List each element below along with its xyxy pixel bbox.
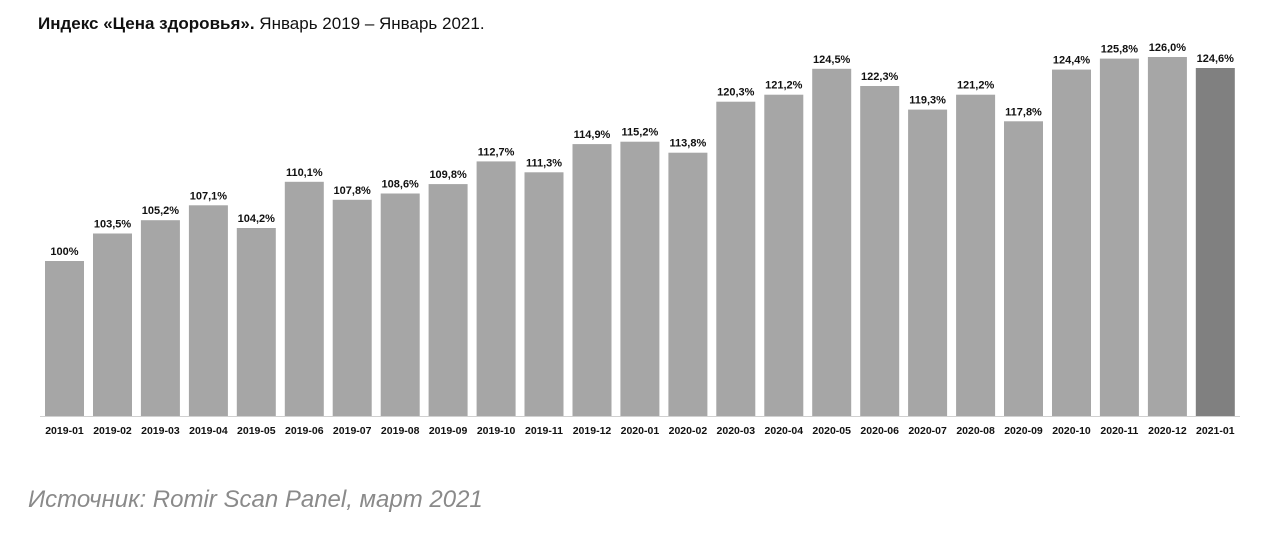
bar-2020-06 — [860, 86, 900, 416]
x-tick-label-2021-01: 2021-01 — [1196, 425, 1235, 437]
bar-2020-10 — [1052, 69, 1091, 416]
bar-2019-07 — [332, 199, 372, 416]
x-tick-label-2019-01: 2019-01 — [45, 425, 84, 437]
x-tick-label-2020-07: 2020-07 — [908, 425, 947, 437]
x-tick-label-2019-12: 2019-12 — [573, 425, 612, 437]
value-label-2019-07: 107,8% — [334, 185, 372, 197]
value-label-2020-11: 125,8% — [1101, 44, 1139, 56]
value-label-2020-01: 115,2% — [622, 127, 659, 139]
x-tick-label-2020-09: 2020-09 — [1004, 425, 1043, 437]
x-tick-label-2020-10: 2020-10 — [1052, 425, 1091, 437]
bar-2020-04 — [764, 94, 804, 416]
value-label-2019-04: 107,1% — [190, 190, 228, 202]
bar-2019-11 — [524, 172, 564, 416]
x-tick-label-2019-08: 2019-08 — [381, 425, 420, 437]
value-label-2020-07: 119,3% — [909, 95, 946, 107]
value-label-2019-11: 111,3% — [526, 157, 562, 169]
x-tick-label-2020-06: 2020-06 — [860, 425, 899, 437]
x-tick-label-2019-02: 2019-02 — [93, 425, 132, 437]
bar-2019-08 — [380, 193, 420, 416]
value-label-2020-09: 117,8% — [1005, 106, 1042, 118]
value-label-2019-05: 104,2% — [238, 213, 276, 225]
x-tick-label-2020-11: 2020-11 — [1100, 425, 1138, 437]
bar-2020-12 — [1147, 57, 1187, 416]
bar-2020-02 — [668, 152, 708, 416]
bar-2020-05 — [812, 68, 852, 417]
bar-2020-11 — [1099, 58, 1139, 416]
chart-title-rest: Январь 2019 – Январь 2021. — [254, 14, 485, 33]
bars-group — [45, 57, 1235, 417]
bar-2019-12 — [572, 144, 612, 416]
bar-2020-03 — [716, 101, 756, 416]
bar-2020-07 — [908, 109, 948, 416]
value-label-2019-03: 105,2% — [142, 205, 180, 217]
bar-2020-01 — [620, 141, 660, 416]
value-label-2020-10: 124,4% — [1053, 55, 1091, 67]
bar-2021-01 — [1195, 68, 1235, 416]
x-tick-label-2019-06: 2019-06 — [285, 425, 324, 437]
value-label-2019-02: 103,5% — [94, 219, 132, 231]
bar-2020-08 — [956, 94, 996, 416]
x-tick-label-2019-11: 2019-11 — [525, 425, 563, 437]
x-tick-label-2020-01: 2020-01 — [621, 425, 660, 437]
x-tick-label-2019-03: 2019-03 — [141, 425, 180, 437]
value-label-2019-09: 109,8% — [429, 169, 467, 181]
x-tick-label-2020-04: 2020-04 — [765, 425, 804, 437]
bar-2019-03 — [140, 220, 180, 416]
x-tick-label-2019-09: 2019-09 — [429, 425, 468, 437]
value-label-2020-03: 120,3% — [717, 87, 755, 99]
value-label-2019-10: 112,7% — [478, 146, 515, 158]
bar-2019-05 — [236, 228, 276, 416]
value-label-2020-06: 122,3% — [861, 71, 899, 83]
bar-2019-01 — [45, 261, 84, 416]
value-label-2021-01: 124,6% — [1197, 53, 1235, 65]
value-labels-group: 100% 103,5% 105,2% 107,1% 104,2% 110,1% 107,8%… — [50, 42, 1234, 258]
x-tick-labels-group: 2019-01 2019-02 2019-03 2019-04 2019-05 2019-… — [45, 425, 1234, 437]
value-label-2020-04: 121,2% — [765, 80, 803, 92]
bar-2019-04 — [188, 205, 228, 416]
x-tick-label-2019-07: 2019-07 — [333, 425, 372, 437]
x-tick-label-2020-03: 2020-03 — [717, 425, 756, 437]
value-label-2019-08: 108,6% — [382, 179, 420, 191]
bar-2019-10 — [476, 161, 516, 416]
x-tick-label-2020-12: 2020-12 — [1148, 425, 1187, 437]
x-tick-label-2020-02: 2020-02 — [669, 425, 708, 437]
x-tick-label-2019-05: 2019-05 — [237, 425, 276, 437]
value-label-2019-12: 114,9% — [574, 129, 611, 141]
bar-2019-09 — [428, 184, 468, 416]
value-label-2020-12: 126,0% — [1149, 42, 1187, 54]
bar-2019-06 — [284, 181, 324, 416]
x-tick-label-2019-04: 2019-04 — [189, 425, 228, 437]
value-label-2019-01: 100% — [50, 246, 78, 258]
x-tick-label-2020-08: 2020-08 — [956, 425, 995, 437]
x-tick-label-2019-10: 2019-10 — [477, 425, 516, 437]
chart-title: Индекс «Цена здоровья». Январь 2019 – Ян… — [38, 14, 485, 34]
bar-2020-09 — [1004, 121, 1043, 417]
value-label-2019-06: 110,1% — [286, 167, 323, 179]
x-tick-label-2020-05: 2020-05 — [812, 425, 851, 437]
value-label-2020-05: 124,5% — [813, 54, 851, 66]
value-label-2020-02: 113,8% — [670, 138, 707, 150]
chart-title-bold: Индекс «Цена здоровья». — [38, 14, 255, 33]
bar-2019-02 — [93, 233, 132, 416]
value-label-2020-08: 121,2% — [957, 80, 995, 92]
source-note: Источник: Romir Scan Panel, март 2021 — [28, 486, 483, 513]
